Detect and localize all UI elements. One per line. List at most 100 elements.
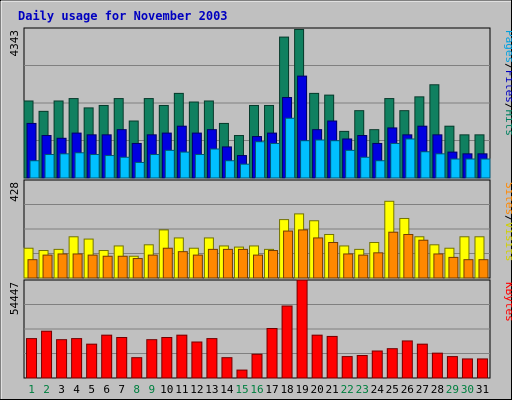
bar-sites bbox=[433, 253, 444, 279]
bar-pages bbox=[360, 156, 371, 179]
day-label: 12 bbox=[190, 383, 203, 396]
bar-kbytes bbox=[356, 355, 368, 379]
bar-kbytes bbox=[281, 305, 293, 379]
bar-kbytes bbox=[416, 343, 428, 379]
day-label: 31 bbox=[476, 383, 489, 396]
bar-kbytes bbox=[56, 339, 68, 379]
day-label: 27 bbox=[416, 383, 429, 396]
bar-pages bbox=[375, 160, 386, 179]
bar-pages bbox=[345, 149, 356, 179]
bar-kbytes bbox=[41, 330, 53, 379]
day-label: 11 bbox=[175, 383, 188, 396]
legend-entry: / bbox=[503, 103, 512, 110]
bar-kbytes bbox=[401, 340, 413, 379]
bar-sites bbox=[27, 259, 38, 279]
bar-kbytes bbox=[101, 334, 113, 379]
bar-pages bbox=[239, 163, 250, 179]
bar-sites bbox=[298, 229, 309, 279]
day-label: 4 bbox=[73, 383, 80, 396]
bar-kbytes bbox=[311, 334, 323, 379]
bar-pages bbox=[405, 138, 416, 179]
legend-entry: Files bbox=[503, 70, 512, 103]
day-label: 6 bbox=[103, 383, 110, 396]
bar-sites bbox=[147, 254, 158, 279]
day-label: 14 bbox=[220, 383, 234, 396]
bar-kbytes bbox=[326, 335, 338, 379]
bar-sites bbox=[343, 253, 354, 279]
bar-sites bbox=[373, 252, 384, 279]
bar-sites bbox=[268, 250, 279, 279]
bar-kbytes bbox=[296, 279, 308, 379]
bar-sites bbox=[328, 242, 339, 279]
day-label: 21 bbox=[326, 383, 339, 396]
day-label: 5 bbox=[88, 383, 95, 396]
day-label: 26 bbox=[401, 383, 414, 396]
day-label: 16 bbox=[250, 383, 263, 396]
legend-kbytes: KBytes bbox=[503, 282, 512, 322]
bar-sites bbox=[418, 239, 429, 279]
day-label: 13 bbox=[205, 383, 218, 396]
bar-pages bbox=[450, 158, 461, 179]
bar-kbytes bbox=[386, 348, 398, 379]
bar-sites bbox=[42, 254, 53, 279]
day-label: 7 bbox=[118, 383, 125, 396]
bar-kbytes bbox=[266, 328, 278, 379]
day-label: 10 bbox=[160, 383, 173, 396]
bar-sites bbox=[207, 248, 218, 279]
legend-visits-sites: Sites/Visits bbox=[503, 182, 512, 262]
bar-sites bbox=[57, 253, 68, 279]
bar-pages bbox=[224, 160, 235, 179]
bar-kbytes bbox=[116, 337, 128, 379]
day-label: 18 bbox=[280, 383, 293, 396]
day-label: 1 bbox=[28, 383, 35, 396]
bar-pages bbox=[285, 117, 296, 179]
bar-pages bbox=[164, 149, 175, 179]
bar-kbytes bbox=[371, 350, 383, 379]
bar-sites bbox=[87, 254, 98, 279]
bar-sites bbox=[117, 255, 128, 279]
bar-pages bbox=[315, 139, 326, 179]
day-label: 29 bbox=[446, 383, 459, 396]
bar-sites bbox=[448, 256, 459, 279]
bar-pages bbox=[179, 151, 190, 179]
day-label: 22 bbox=[341, 383, 354, 396]
bar-pages bbox=[480, 158, 491, 179]
bar-sites bbox=[388, 231, 399, 279]
bar-sites bbox=[177, 251, 188, 279]
bar-sites bbox=[192, 254, 203, 279]
day-label: 23 bbox=[356, 383, 369, 396]
day-label: 3 bbox=[58, 383, 65, 396]
day-label: 17 bbox=[265, 383, 278, 396]
bar-sites bbox=[403, 233, 414, 279]
legend-entry: / bbox=[503, 63, 512, 70]
bar-kbytes bbox=[176, 334, 188, 379]
day-label: 8 bbox=[133, 383, 140, 396]
bar-pages bbox=[465, 158, 476, 179]
bar-pages bbox=[390, 142, 401, 179]
bar-kbytes bbox=[446, 356, 458, 379]
bar-sites bbox=[478, 259, 489, 279]
panel-kbytes: 54447 KBytes bbox=[8, 279, 512, 379]
day-label: 25 bbox=[386, 383, 399, 396]
bar-kbytes bbox=[86, 343, 98, 379]
bar-sites bbox=[222, 248, 233, 279]
bar-kbytes bbox=[26, 338, 38, 379]
panel-visits-sites: 428 Sites/Visits bbox=[8, 179, 512, 279]
bar-pages bbox=[74, 152, 85, 179]
bar-kbytes bbox=[236, 369, 248, 379]
bar-sites bbox=[162, 247, 173, 279]
legend-entry: KBytes bbox=[503, 282, 512, 322]
bar-pages bbox=[209, 148, 220, 179]
bar-sites bbox=[102, 255, 113, 279]
day-label: 20 bbox=[311, 383, 324, 396]
bar-kbytes bbox=[206, 338, 218, 379]
bar-pages bbox=[435, 153, 446, 179]
legend-entry: / bbox=[503, 215, 512, 222]
bar-sites bbox=[358, 254, 369, 279]
y-max-label: 428 bbox=[8, 182, 21, 202]
day-label: 9 bbox=[148, 383, 155, 396]
bar-pages bbox=[119, 156, 130, 179]
bar-sites bbox=[313, 237, 324, 279]
bar-pages bbox=[134, 161, 145, 179]
